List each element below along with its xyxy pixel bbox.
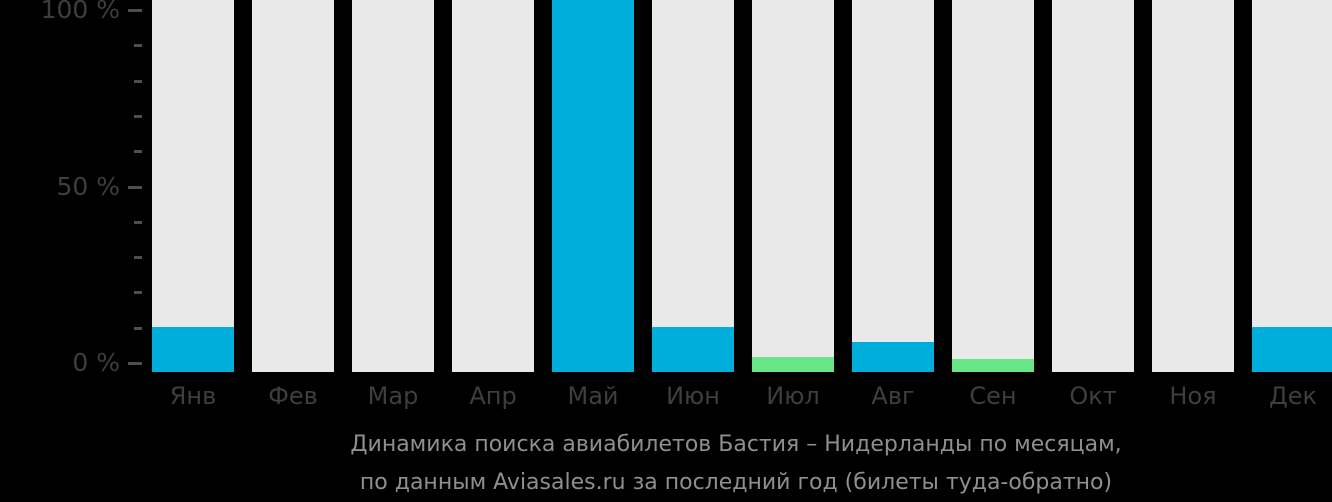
y-axis-tick-minor: [134, 79, 142, 83]
x-axis-label: Май: [567, 382, 619, 410]
x-axis-label: Апр: [469, 382, 517, 410]
x-axis-label: Окт: [1069, 382, 1117, 410]
x-axis-label: Сен: [969, 382, 1017, 410]
bar-track: [952, 0, 1034, 372]
y-axis-tick-minor: [134, 150, 142, 154]
bar-track: [452, 0, 534, 372]
y-axis-label: 0 %: [72, 348, 120, 377]
bar-track: [1252, 0, 1332, 372]
x-axis-label: Янв: [169, 382, 217, 410]
y-axis-tick-minor: [134, 220, 142, 224]
bar-track: [352, 0, 434, 372]
x-axis-label: Дек: [1268, 382, 1317, 410]
chart-caption-line1: Динамика поиска авиабилетов Бастия – Нид…: [350, 432, 1122, 457]
bar-fill: [952, 359, 1034, 372]
bar-fill: [752, 357, 834, 372]
bar-fill: [852, 342, 934, 372]
x-axis-label: Ноя: [1169, 382, 1217, 410]
x-axis-label: Мар: [367, 382, 419, 410]
bar-fill: [152, 327, 234, 372]
y-axis-tick-major: [128, 185, 142, 189]
y-axis-tick-minor: [134, 291, 142, 295]
y-axis-tick-minor: [134, 326, 142, 330]
bar-track: [152, 0, 234, 372]
bar-track: [1152, 0, 1234, 372]
bar-track: [1052, 0, 1134, 372]
y-axis-tick-minor: [134, 256, 142, 260]
bar-track: [852, 0, 934, 372]
bar-fill: [652, 327, 734, 372]
x-axis-label: Июл: [766, 382, 820, 410]
x-axis-label: Авг: [871, 382, 915, 410]
y-axis-tick-minor: [134, 114, 142, 118]
y-axis-tick-major: [128, 9, 142, 12]
x-axis-label: Июн: [666, 382, 720, 410]
bar-track: [752, 0, 834, 372]
bar-fill: [1252, 327, 1332, 372]
y-axis-label: 100 %: [40, 0, 120, 24]
x-axis-label: Фев: [268, 382, 318, 410]
y-axis-label: 50 %: [56, 171, 120, 201]
bar-track: [252, 0, 334, 372]
y-axis-tick-major: [128, 362, 142, 365]
chart-caption-line2: по данным Aviasales.ru за последний год …: [359, 470, 1113, 495]
bar-track: [552, 0, 634, 372]
bar-fill: [552, 0, 634, 372]
bar-track: [652, 0, 734, 372]
y-axis-tick-minor: [134, 44, 142, 48]
